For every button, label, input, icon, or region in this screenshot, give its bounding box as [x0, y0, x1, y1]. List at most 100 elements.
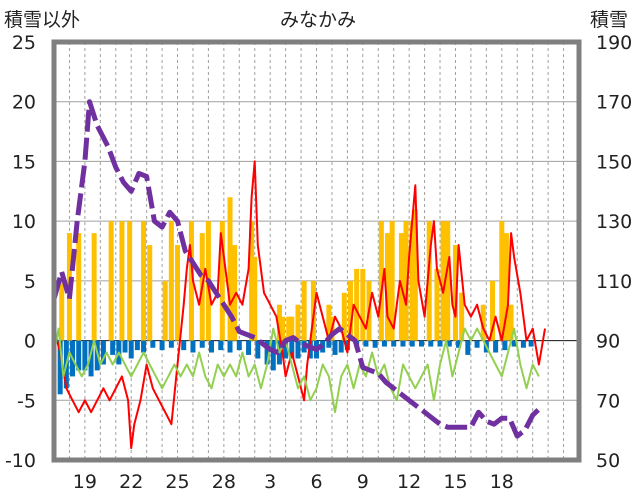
x-tick-label: 19	[73, 471, 97, 493]
right-y-tick-label: 110	[596, 271, 632, 293]
bar	[326, 340, 332, 348]
bar	[502, 340, 508, 351]
bar	[134, 340, 140, 351]
right-y-tick-label: 50	[596, 450, 620, 472]
bar	[426, 221, 432, 341]
line-series	[51, 99, 546, 450]
bar	[412, 209, 418, 341]
x-tick-label: 25	[165, 471, 189, 493]
x-tick-label: 9	[357, 471, 369, 493]
bar	[280, 316, 286, 341]
bar	[428, 340, 434, 347]
bar	[82, 340, 88, 371]
bar	[508, 304, 514, 341]
bar	[100, 340, 106, 365]
bar	[252, 256, 258, 341]
bar	[168, 221, 174, 341]
right-y-tick-label: 70	[596, 390, 620, 412]
left-y-ticks: 25 20 15 10 5 0 -5 -10	[5, 32, 36, 472]
x-tick-label: 18	[490, 471, 514, 493]
bar	[403, 221, 409, 341]
snow-depth-line	[51, 99, 541, 439]
plot-frame	[51, 39, 582, 463]
bar	[295, 340, 301, 359]
bar	[219, 221, 225, 341]
temperature-line	[53, 160, 546, 450]
bar	[270, 340, 276, 371]
x-tick-label: 28	[212, 471, 236, 493]
bar	[520, 340, 526, 348]
bar	[480, 304, 486, 341]
bar	[347, 280, 353, 341]
right-y-tick-label: 170	[596, 92, 632, 114]
bar	[385, 233, 391, 341]
bar	[338, 340, 344, 353]
bar	[209, 340, 214, 353]
bar	[363, 340, 369, 347]
left-y-tick-label: -10	[5, 450, 36, 472]
bar	[168, 340, 174, 348]
bar	[147, 245, 153, 341]
bar	[159, 340, 165, 351]
bar	[295, 304, 301, 341]
right-axis-label: 積雪	[590, 9, 628, 31]
bar	[459, 292, 465, 341]
bar	[88, 340, 94, 377]
bar	[440, 221, 446, 341]
chart-title: みなかみ	[280, 9, 356, 31]
left-y-tick-label: 15	[12, 151, 36, 173]
bar	[528, 340, 534, 347]
x-tick-label: 6	[310, 471, 322, 493]
bar	[141, 340, 147, 353]
bar	[249, 221, 255, 341]
x-tick-label: 3	[264, 471, 276, 493]
bar	[452, 245, 458, 341]
bar	[434, 268, 440, 341]
bar	[232, 245, 238, 341]
bar	[474, 340, 480, 348]
bar	[437, 340, 443, 347]
bar	[246, 340, 252, 355]
bar	[150, 340, 156, 348]
bar	[175, 245, 181, 341]
bar	[276, 304, 282, 341]
left-y-tick-label: 10	[12, 211, 36, 233]
bar	[181, 340, 187, 351]
bar	[59, 280, 65, 341]
bar	[286, 316, 292, 341]
bar	[409, 221, 415, 341]
bar	[227, 340, 233, 353]
left-y-tick-label: 0	[24, 331, 36, 353]
bar-series	[57, 197, 534, 395]
bar	[446, 340, 452, 347]
bar	[354, 268, 360, 341]
bar	[108, 221, 114, 341]
bar	[57, 340, 63, 395]
bar	[76, 340, 82, 371]
bar	[465, 340, 471, 355]
bar	[283, 340, 289, 359]
bar	[128, 340, 134, 359]
bar	[289, 340, 295, 359]
right-y-tick-label: 150	[596, 151, 632, 173]
bar	[110, 340, 116, 355]
bar	[456, 340, 462, 348]
bar	[236, 340, 242, 351]
bar	[122, 340, 128, 353]
x-tick-label: 22	[119, 471, 143, 493]
bar	[360, 268, 366, 341]
bar	[499, 221, 505, 341]
bar	[511, 340, 517, 347]
bar	[493, 340, 499, 353]
bar	[141, 221, 147, 341]
bar	[162, 280, 168, 341]
bar	[199, 340, 205, 348]
bar	[255, 340, 261, 359]
right-y-tick-label: 190	[596, 32, 632, 54]
bar	[76, 233, 82, 341]
left-y-tick-label: 25	[12, 32, 36, 54]
bar	[289, 316, 295, 341]
bar	[227, 197, 233, 341]
bar	[91, 233, 97, 341]
